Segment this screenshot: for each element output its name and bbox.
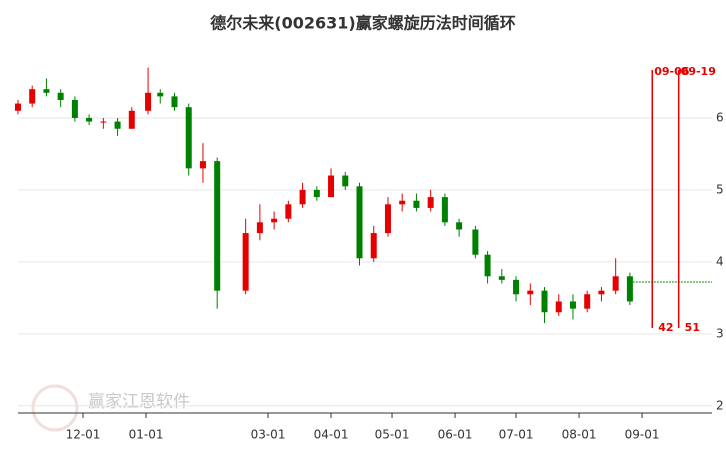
candle-body [43, 89, 50, 93]
x-tick-label: 03-01 [251, 428, 286, 442]
candle-body [513, 279, 520, 295]
candle-body [71, 99, 78, 118]
candle-body [399, 200, 406, 205]
x-tick-label: 09-01 [625, 428, 660, 442]
candle-body [584, 294, 591, 309]
x-tick-label: 06-01 [438, 428, 473, 442]
y-tick-label: 4 [716, 254, 724, 268]
watermark: 赢家江恩软件 [88, 392, 190, 412]
y-tick-label: 5 [716, 182, 724, 196]
candle-body [114, 121, 121, 129]
candle-body [569, 301, 576, 309]
candle-body [256, 222, 263, 234]
y-tick-label: 3 [716, 326, 724, 340]
chart-title: 德尔未来(002631)赢家螺旋历法时间循环 [210, 14, 515, 33]
candle-body [199, 161, 206, 169]
candle-body [285, 204, 292, 219]
candle-body [441, 197, 448, 223]
x-tick-label: 04-01 [314, 428, 349, 442]
candle-body [328, 175, 335, 198]
candle-body [214, 161, 221, 291]
y-tick-label: 6 [716, 110, 724, 124]
candle-body [57, 92, 64, 100]
cycle-label: 51 [685, 321, 700, 334]
candle-body [157, 92, 164, 97]
x-tick-label: 07-01 [499, 428, 534, 442]
candle-body [185, 107, 192, 169]
candle-body [271, 218, 278, 223]
candle-body [29, 89, 36, 104]
candle-body [498, 276, 505, 280]
candle-body [356, 186, 363, 259]
candle-body [370, 233, 377, 259]
watermark-circle [31, 384, 79, 432]
y-tick-label: 2 [716, 398, 724, 412]
candle-body [14, 103, 21, 111]
candle-body [86, 117, 93, 122]
candle-body [472, 229, 479, 255]
candle-body [555, 301, 562, 313]
candle-body [242, 233, 249, 291]
candle-body [413, 200, 420, 208]
cycle-date: 09-06 [654, 65, 690, 78]
candle-body [484, 254, 491, 277]
candle-body [456, 222, 463, 230]
candle-body [299, 189, 306, 205]
candle-body [342, 175, 349, 187]
candle-body [128, 110, 135, 129]
candle-body [145, 92, 152, 111]
x-tick-label: 05-01 [375, 428, 410, 442]
cycle-label: 42 [658, 321, 673, 334]
candle-body [541, 290, 548, 313]
x-tick-label: 12-01 [66, 428, 101, 442]
candle-body [427, 197, 434, 208]
x-tick-label: 08-01 [562, 428, 597, 442]
candle-body [313, 189, 320, 198]
candle-body [527, 290, 534, 295]
candle-body [171, 96, 178, 108]
candle-body [100, 121, 107, 123]
candle-body [598, 290, 605, 295]
x-tick-label: 01-01 [129, 428, 164, 442]
candle-body [384, 204, 391, 234]
watermark-logo [31, 384, 79, 432]
candle-body [626, 276, 633, 302]
candle-body [612, 276, 619, 291]
cycle-date: 09-19 [681, 65, 716, 78]
